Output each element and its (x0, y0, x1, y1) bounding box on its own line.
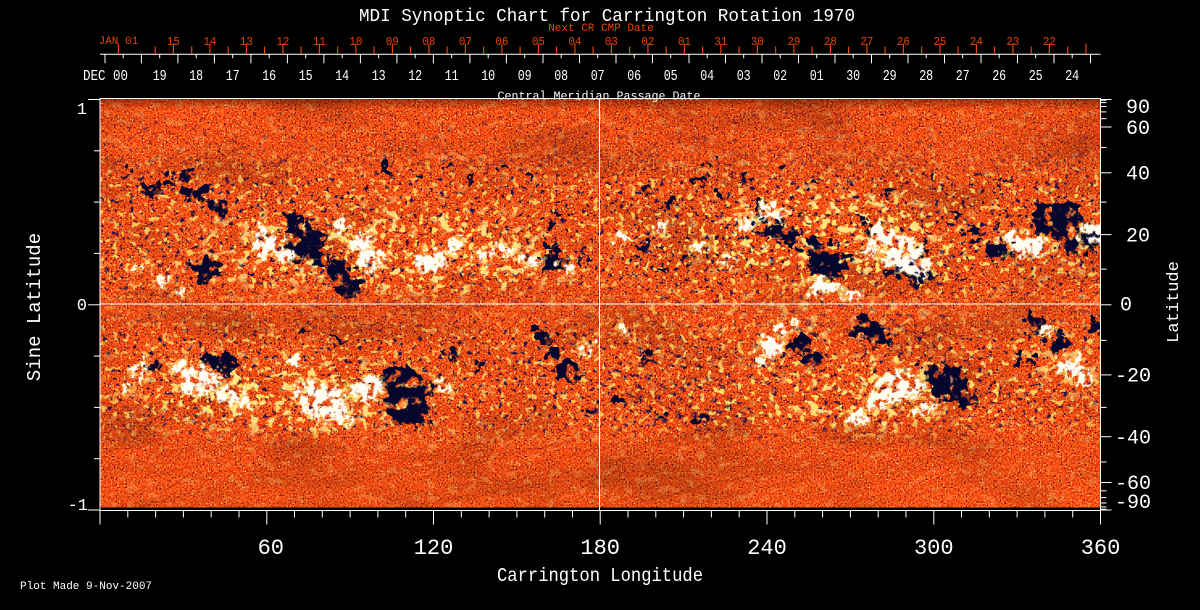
svg-text:29: 29 (883, 68, 897, 85)
svg-text:180: 180 (580, 536, 620, 561)
svg-text:16: 16 (262, 68, 276, 85)
svg-text:23: 23 (1006, 35, 1019, 49)
svg-text:18: 18 (189, 68, 203, 85)
svg-text:Latitude: Latitude (1165, 261, 1184, 343)
svg-text:Next CR CMP Date: Next CR CMP Date (548, 23, 654, 35)
svg-text:08: 08 (422, 35, 435, 49)
svg-text:10: 10 (481, 68, 495, 85)
svg-text:-1: -1 (68, 497, 88, 516)
svg-text:04: 04 (568, 35, 581, 49)
svg-text:14: 14 (335, 68, 349, 85)
svg-text:60: 60 (1126, 118, 1150, 141)
svg-text:09: 09 (386, 35, 399, 49)
svg-text:28: 28 (919, 68, 933, 85)
svg-text:14: 14 (203, 35, 216, 49)
svg-text:25: 25 (933, 35, 946, 49)
svg-text:0: 0 (77, 297, 87, 316)
svg-text:27: 27 (956, 68, 970, 85)
svg-text:13: 13 (372, 68, 386, 85)
svg-text:07: 07 (591, 68, 605, 85)
svg-text:03: 03 (605, 35, 618, 49)
svg-text:04: 04 (700, 68, 714, 85)
svg-text:15: 15 (167, 35, 180, 49)
svg-text:01: 01 (678, 35, 691, 49)
svg-text:Plot Made 9-Nov-2007: Plot Made 9-Nov-2007 (20, 581, 152, 593)
svg-text:120: 120 (414, 536, 454, 561)
svg-text:29: 29 (787, 35, 800, 49)
svg-text:17: 17 (226, 68, 240, 85)
svg-text:28: 28 (824, 35, 837, 49)
svg-text:24: 24 (1065, 68, 1079, 85)
svg-text:-20: -20 (1115, 365, 1151, 388)
svg-text:JAN 01: JAN 01 (99, 36, 139, 48)
svg-text:30: 30 (846, 68, 860, 85)
svg-text:40: 40 (1126, 164, 1150, 187)
svg-text:11: 11 (313, 35, 326, 49)
svg-text:20: 20 (1126, 226, 1150, 249)
svg-text:300: 300 (914, 536, 954, 561)
svg-text:Carrington Longitude: Carrington Longitude (497, 565, 703, 587)
svg-text:07: 07 (459, 35, 472, 49)
svg-text:03: 03 (737, 68, 751, 85)
svg-text:06: 06 (495, 35, 508, 49)
svg-text:360: 360 (1081, 536, 1121, 561)
svg-text:-40: -40 (1115, 427, 1151, 450)
svg-text:MDI Synoptic Chart for Carring: MDI Synoptic Chart for Carrington Rotati… (359, 7, 855, 27)
svg-text:DEC 00: DEC 00 (83, 68, 128, 85)
svg-text:60: 60 (258, 536, 284, 561)
svg-text:24: 24 (970, 35, 983, 49)
svg-text:30: 30 (751, 35, 764, 49)
svg-text:05: 05 (664, 68, 678, 85)
svg-text:15: 15 (299, 68, 313, 85)
svg-text:12: 12 (408, 68, 422, 85)
svg-text:06: 06 (627, 68, 641, 85)
svg-text:Central Meridian Passage Date: Central Meridian Passage Date (498, 90, 701, 104)
svg-text:05: 05 (532, 35, 545, 49)
svg-text:90: 90 (1126, 97, 1150, 120)
svg-text:-60: -60 (1115, 473, 1151, 496)
svg-text:0: 0 (1120, 295, 1132, 318)
svg-text:240: 240 (747, 536, 787, 561)
svg-text:11: 11 (445, 68, 459, 85)
svg-text:-90: -90 (1115, 492, 1151, 515)
svg-text:26: 26 (992, 68, 1006, 85)
svg-text:08: 08 (554, 68, 568, 85)
svg-text:10: 10 (349, 35, 362, 49)
svg-text:12: 12 (276, 35, 289, 49)
svg-text:09: 09 (518, 68, 532, 85)
svg-text:31: 31 (714, 35, 727, 49)
svg-text:22: 22 (1043, 35, 1056, 49)
svg-text:Sine Latitude: Sine Latitude (24, 233, 46, 381)
svg-text:02: 02 (641, 35, 654, 49)
svg-text:26: 26 (897, 35, 910, 49)
svg-text:01: 01 (810, 68, 824, 85)
svg-text:02: 02 (773, 68, 787, 85)
svg-text:25: 25 (1029, 68, 1043, 85)
svg-text:13: 13 (240, 35, 253, 49)
svg-text:27: 27 (860, 35, 873, 49)
svg-text:1: 1 (77, 101, 87, 120)
svg-text:19: 19 (153, 68, 167, 85)
